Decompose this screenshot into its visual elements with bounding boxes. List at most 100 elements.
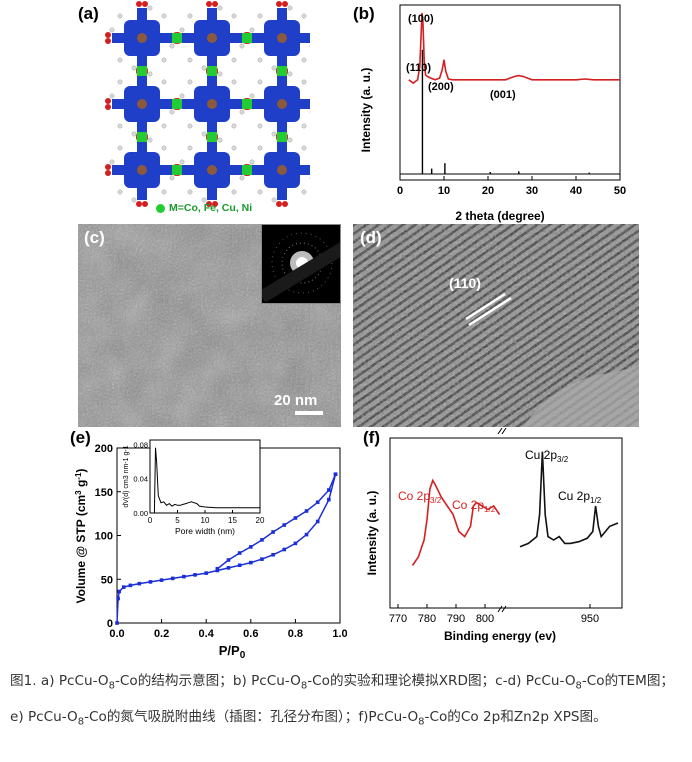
oxygen-atom: [276, 201, 282, 207]
adsorption-marker: [170, 576, 175, 581]
macrocycle-node: [245, 67, 319, 141]
adsorption-marker: [204, 571, 208, 575]
co-2p12-label: Co 2p1/2: [452, 498, 496, 514]
hydrogen-atom: [301, 123, 307, 129]
hydrogen-atom: [117, 13, 123, 19]
adsorption-marker: [182, 574, 186, 579]
hydrogen-atom: [201, 197, 207, 203]
xrd-ylabel: Intensity (a. u.): [359, 68, 373, 153]
scale-bar: [295, 411, 323, 415]
adsorption-marker: [282, 547, 287, 552]
oxygen-atom: [105, 38, 111, 44]
oxygen-atom: [282, 201, 288, 207]
oxygen-atom: [206, 1, 212, 7]
hydrogen-atom: [179, 93, 185, 99]
hydrogen-atom: [287, 71, 293, 77]
hydrogen-atom: [187, 79, 193, 85]
panel-d-label: (d): [360, 228, 382, 247]
hydrogen-atom: [257, 189, 263, 195]
panel-b-label: (b): [353, 4, 375, 23]
adsorption-marker: [137, 581, 142, 586]
hydrogen-atom: [131, 131, 137, 137]
hydrogen-atom: [231, 13, 237, 19]
isotherm-ytick-label: 100: [95, 531, 113, 543]
xrd-xtick-label: 50: [614, 185, 626, 197]
saed-inset: [261, 224, 341, 304]
linking-metal-node: [242, 99, 252, 109]
linking-metal-node: [207, 66, 217, 76]
panel-e: 0.0 0.2 0.4 0.6 0.8 1.0 0 50 100 150 200 0 5 10 15 20 0…: [70, 428, 360, 661]
oxygen-atom: [105, 104, 111, 110]
hydrogen-atom: [131, 65, 137, 71]
hydrogen-atom: [117, 189, 123, 195]
macrocycle-node: [245, 1, 319, 75]
panel-a: (a) M=Co, Fe, Cu, Ni: [70, 0, 319, 225]
isotherm-xtick-label: 0.6: [243, 628, 258, 640]
inset-xtick-label: 20: [256, 516, 265, 525]
macrocycle-node: [105, 1, 179, 75]
hydrogen-atom: [249, 159, 255, 165]
panel-c-label: (c): [84, 228, 105, 247]
xrd-xlabel: 2 theta (degree): [455, 209, 544, 223]
oxygen-atom: [212, 1, 218, 7]
adsorption-marker: [121, 585, 126, 589]
panel-b: 0 10 20 30 40 50 (100) (110) (200) (001) 2 theta…: [340, 0, 640, 225]
metal-center: [277, 99, 287, 109]
macrocycle-node: [245, 133, 319, 207]
hydrogen-atom: [217, 5, 223, 11]
adsorption-marker: [237, 563, 242, 568]
isotherm-chart: 0.0 0.2 0.4 0.6 0.8 1.0 0 50 100 150 200 0 5 10 15 20 0…: [74, 439, 348, 661]
inset-xlabel: Pore width (nm): [175, 526, 235, 536]
hydrogen-atom: [147, 71, 153, 77]
xrd-peak-label: (200): [428, 81, 454, 93]
desorption-marker: [260, 538, 264, 542]
inset-ytick-label: 0.04: [133, 475, 148, 484]
isotherm-xtick-label: 0.4: [199, 628, 215, 640]
metal-legend: M=Co, Fe, Cu, Ni: [156, 202, 252, 214]
hydrogen-atom: [239, 109, 245, 115]
desorption-marker: [226, 558, 231, 562]
adsorption-marker: [116, 596, 120, 601]
linking-metal-node: [137, 66, 147, 76]
xps-xtick-label: 770: [389, 613, 407, 625]
inset-xtick-label: 15: [228, 516, 237, 525]
metal-center: [277, 165, 287, 175]
axis-break-top: [497, 427, 507, 435]
hydrogen-atom: [131, 197, 137, 203]
macrocycle-node: [105, 67, 179, 141]
metal-center: [207, 99, 217, 109]
hydrogen-atom: [179, 27, 185, 33]
figure-caption: 图1. a) PcCu-O8-Co的结构示意图；b) PcCu-O8-Co的实验…: [10, 673, 675, 728]
structure-diagram: [105, 1, 319, 207]
hydrogen-atom: [117, 79, 123, 85]
linking-metal-node: [242, 165, 252, 175]
xps-xtick-label: 790: [447, 613, 465, 625]
xrd-experimental-line: [408, 12, 620, 85]
hydrogen-atom: [147, 5, 153, 11]
linking-metal-node: [172, 99, 182, 109]
hydrogen-atom: [301, 13, 307, 19]
adsorption-marker: [315, 519, 320, 524]
hydrogen-atom: [161, 79, 167, 85]
hydrogen-atom: [161, 13, 167, 19]
xrd-xtick-label: 10: [438, 185, 450, 197]
adsorption-marker: [293, 541, 298, 546]
adsorption-marker: [304, 532, 309, 537]
desorption-line: [216, 474, 337, 570]
xrd-chart: 0 10 20 30 40 50 (100) (110) (200) (001) 2 theta…: [359, 4, 626, 223]
panel-f-label: (f): [363, 428, 380, 447]
isotherm-xtick-label: 0.8: [288, 628, 303, 640]
hydrogen-atom: [301, 189, 307, 195]
hydrogen-atom: [287, 5, 293, 11]
isotherm-xlabel: P/P0: [219, 643, 246, 660]
adsorption-marker: [128, 583, 133, 588]
hydrogen-atom: [117, 57, 123, 63]
xrd-xtick-label: 0: [397, 185, 403, 197]
isotherm-ytick-label: 150: [95, 487, 113, 499]
hydrogen-atom: [239, 43, 245, 49]
desorption-marker: [293, 516, 298, 520]
hydrogen-atom: [257, 57, 263, 63]
axis-break-bottom: [497, 605, 507, 613]
hydrogen-atom: [201, 65, 207, 71]
hydrogen-atom: [161, 189, 167, 195]
